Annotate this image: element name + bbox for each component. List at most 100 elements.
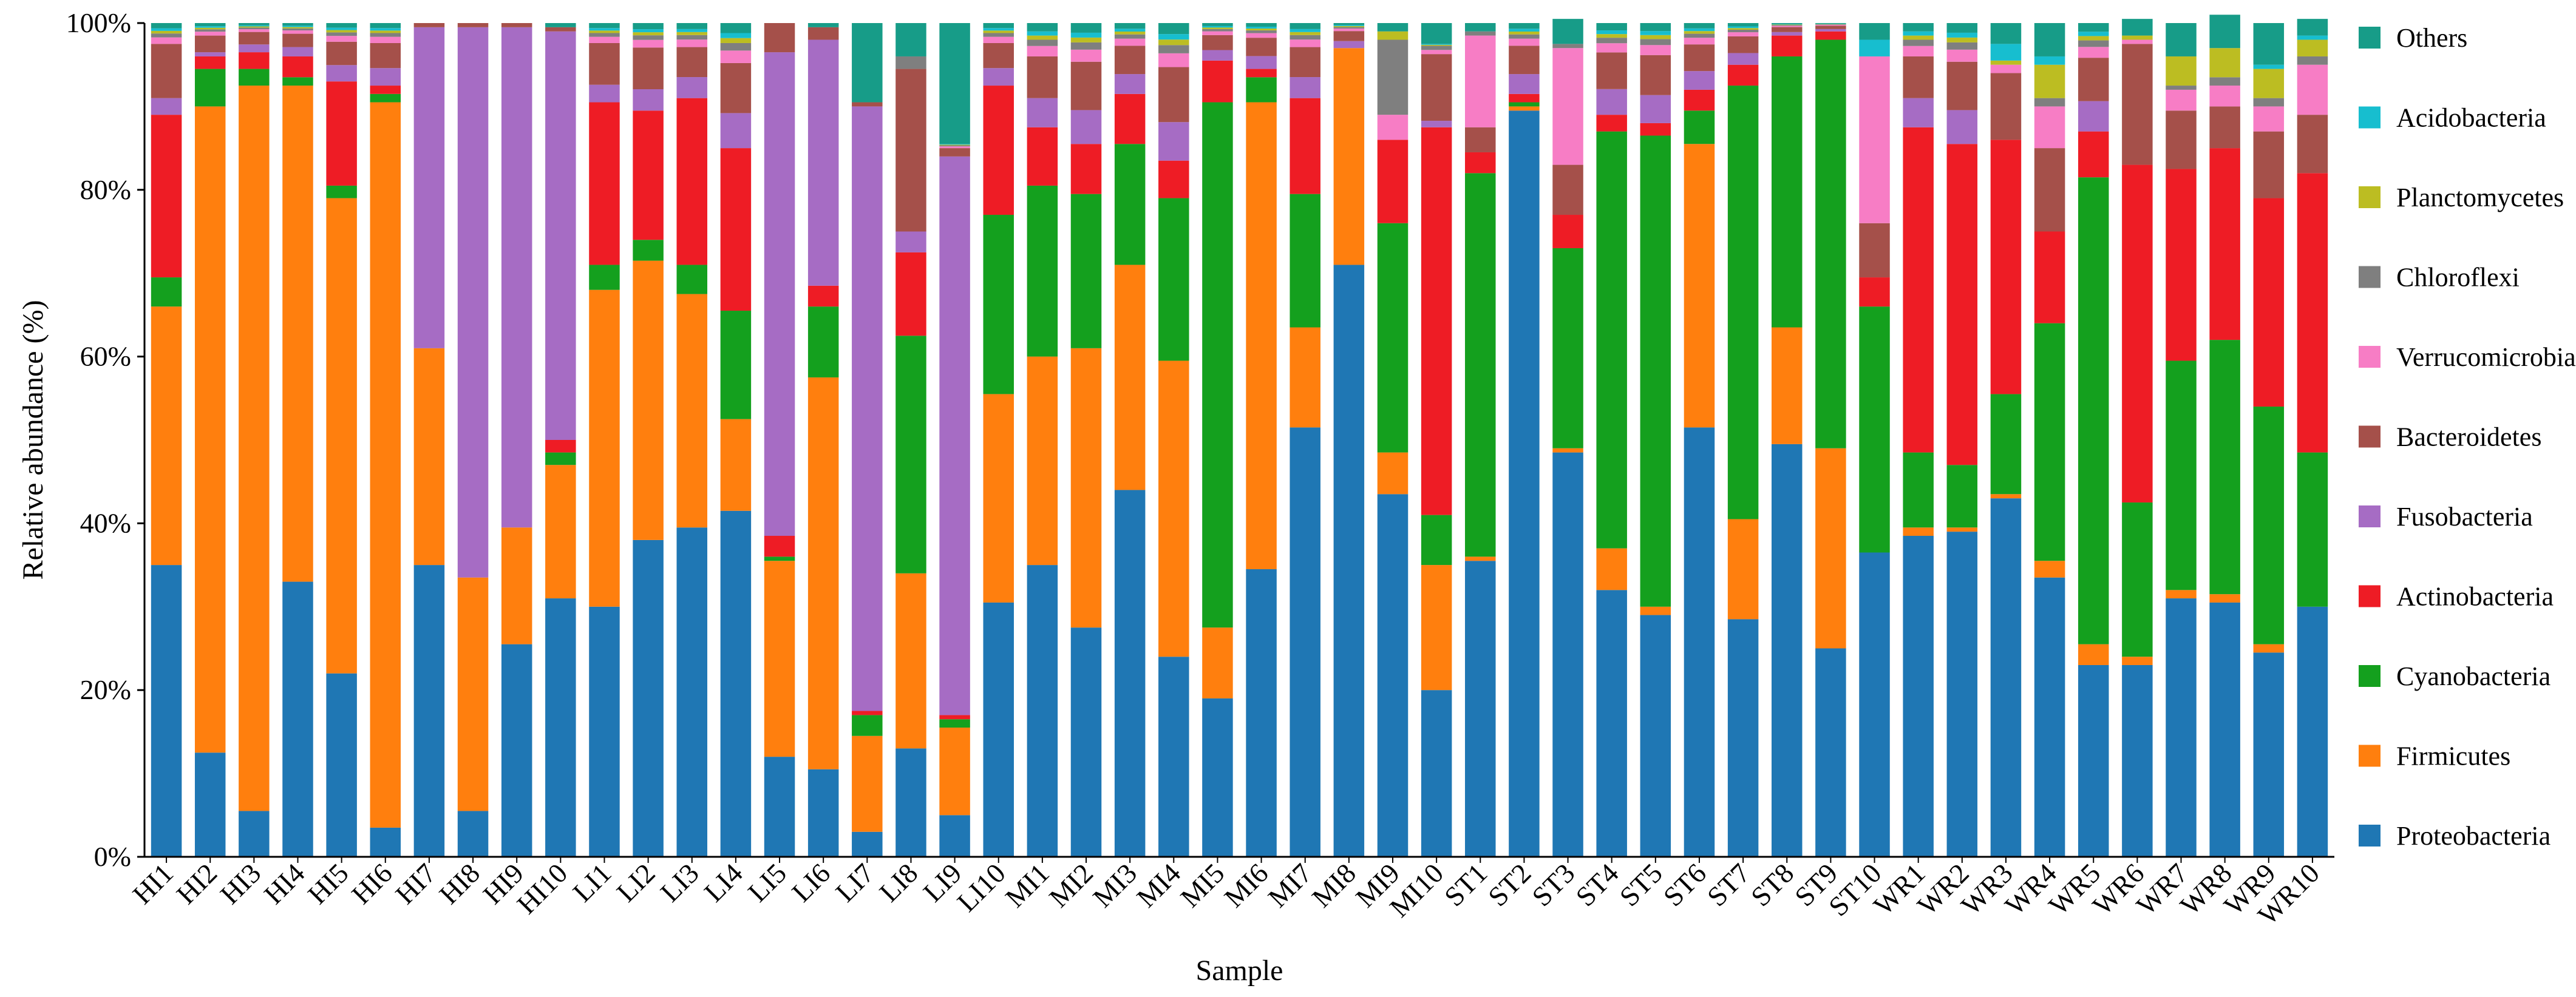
- legend-label-actinobacteria: Actinobacteria: [2396, 582, 2554, 612]
- bar-segment-MI9-planctomycetes: [1377, 31, 1409, 40]
- bar-segment-ST3-bacteroidetes: [1552, 164, 1583, 215]
- bar-segment-HI4-acidobacteria: [282, 25, 313, 27]
- bar-segment-WR1-chloroflexi: [1903, 39, 1934, 46]
- bar-segment-HI3-firmicutes: [239, 86, 270, 811]
- bar-segment-LI9-others: [939, 23, 970, 144]
- bar-segment-WR5-acidobacteria: [2078, 32, 2109, 36]
- bar-segment-HI3-actinobacteria: [239, 52, 270, 69]
- bar-segment-MI2-actinobacteria: [1070, 144, 1102, 194]
- y-tick-label: 100%: [66, 7, 131, 38]
- bar-segment-MI4-proteobacteria: [1158, 657, 1189, 857]
- x-tick-label: LI8: [873, 857, 923, 908]
- bar-segment-ST7-bacteroidetes: [1727, 36, 1759, 53]
- bar-segment-LI4-firmicutes: [720, 419, 752, 511]
- bar-segment-HI2-proteobacteria: [194, 752, 226, 857]
- bar-segment-ST1-firmicutes: [1465, 556, 1496, 561]
- bar-segment-LI10-proteobacteria: [983, 602, 1014, 857]
- bar-segment-MI5-verrucomicrobia: [1202, 31, 1233, 35]
- bar-segment-HI4-bacteroidetes: [282, 33, 313, 47]
- bar-segment-MI5-planctomycetes: [1202, 27, 1233, 29]
- x-tick-label: HI2: [171, 857, 223, 910]
- bar-segment-HI6-bacteroidetes: [370, 42, 401, 69]
- legend-swatch-actinobacteria: [2359, 585, 2381, 607]
- bar-segment-MI7-bacteroidetes: [1290, 47, 1320, 78]
- x-tick-label: LI1: [567, 857, 617, 908]
- bar-segment-WR5-bacteroidetes: [2078, 58, 2109, 101]
- bar-segment-ST5-verrucomicrobia: [1640, 45, 1671, 55]
- x-tick-label: HI1: [126, 857, 179, 910]
- x-tick-label: MI7: [1262, 857, 1318, 913]
- bar-segment-LI1-chloroflexi: [589, 33, 620, 37]
- x-tick-label: HI3: [214, 857, 267, 910]
- bar-segment-WR8-bacteroidetes: [2209, 106, 2240, 149]
- bar-segment-ST9-cyanobacteria: [1815, 39, 1846, 448]
- x-tick-label: ST1: [1438, 857, 1493, 912]
- bar-segment-MI8-chloroflexi: [1333, 27, 1365, 29]
- bar-segment-HI9-fusobacteria: [501, 27, 532, 528]
- bar-segment-WR4-others: [2034, 23, 2065, 56]
- bar-segment-LI4-fusobacteria: [720, 113, 752, 149]
- bar-segment-WR10-verrucomicrobia: [2297, 64, 2328, 115]
- bar-segment-WR5-proteobacteria: [2078, 664, 2109, 857]
- bar-segment-WR8-cyanobacteria: [2209, 340, 2240, 595]
- bar-segment-WR9-acidobacteria: [2253, 64, 2285, 69]
- bar-segment-MI1-others: [1027, 23, 1058, 32]
- bar-segment-ST10-proteobacteria: [1859, 552, 1890, 857]
- legend-swatch-planctomycetes: [2359, 186, 2381, 208]
- bar-segment-HI2-fusobacteria: [194, 52, 226, 56]
- bar-segment-MI1-cyanobacteria: [1027, 185, 1058, 357]
- legend-swatch-verrucomicrobia: [2359, 346, 2381, 368]
- bar-segment-LI8-bacteroidetes: [895, 69, 926, 232]
- bar-segment-ST6-planctomycetes: [1684, 31, 1715, 34]
- bar-segment-ST5-fusobacteria: [1640, 95, 1671, 123]
- bar-segment-MI6-chloroflexi: [1246, 30, 1277, 33]
- bar-segment-MI3-actinobacteria: [1114, 93, 1146, 144]
- bar-segment-WR10-chloroflexi: [2297, 56, 2328, 65]
- bar-segment-LI3-fusobacteria: [676, 77, 707, 98]
- bar-segment-HI5-bacteroidetes: [326, 41, 357, 66]
- bar-segment-WR1-cyanobacteria: [1903, 452, 1934, 528]
- bar-segment-HI3-fusobacteria: [239, 44, 270, 53]
- bar-segment-LI2-cyanobacteria: [633, 240, 664, 261]
- bar-segment-MI1-actinobacteria: [1027, 127, 1058, 186]
- bar-segment-WR7-cyanobacteria: [2166, 360, 2197, 590]
- bar-segment-MI9-verrucomicrobia: [1377, 115, 1409, 140]
- bar-segment-WR3-cyanobacteria: [1990, 394, 2022, 495]
- bar-segment-LI3-verrucomicrobia: [676, 39, 707, 47]
- x-axis-title: Sample: [1196, 955, 1283, 987]
- bar-segment-ST9-bacteroidetes: [1815, 25, 1846, 29]
- bar-segment-LI3-firmicutes: [676, 294, 707, 528]
- bar-segment-WR6-firmicutes: [2122, 657, 2153, 665]
- bar-segment-WR6-proteobacteria: [2122, 664, 2153, 857]
- bar-segment-MI1-fusobacteria: [1027, 98, 1058, 127]
- bar-segment-LI1-planctomycetes: [589, 30, 620, 33]
- bar-segment-WR9-firmicutes: [2253, 644, 2285, 653]
- bar-segment-LI6-firmicutes: [807, 377, 839, 769]
- bar-segment-LI3-cyanobacteria: [676, 265, 707, 294]
- bar-segment-LI10-verrucomicrobia: [983, 36, 1014, 43]
- bar-segment-HI1-planctomycetes: [151, 30, 182, 34]
- bar-segment-WR9-verrucomicrobia: [2253, 106, 2285, 132]
- bar-segment-WR5-actinobacteria: [2078, 131, 2109, 178]
- bar-segment-MI8-others: [1333, 23, 1365, 25]
- bar-segment-HI2-others: [194, 23, 226, 27]
- bar-segment-WR8-actinobacteria: [2209, 148, 2240, 340]
- bar-segment-MI6-proteobacteria: [1246, 569, 1277, 857]
- x-tick-label: LI7: [829, 857, 880, 908]
- bar-segment-WR1-firmicutes: [1903, 527, 1934, 536]
- bar-segment-HI6-firmicutes: [370, 102, 401, 828]
- bar-segment-MI7-chloroflexi: [1290, 35, 1320, 40]
- bar-segment-ST10-cyanobacteria: [1859, 306, 1890, 553]
- bar-segment-HI1-acidobacteria: [151, 28, 182, 31]
- bar-segment-ST1-actinobacteria: [1465, 152, 1496, 174]
- bar-segment-MI10-fusobacteria: [1421, 121, 1452, 127]
- bar-segment-MI8-proteobacteria: [1333, 265, 1365, 857]
- bar-segment-WR1-bacteroidetes: [1903, 56, 1934, 98]
- bar-segment-ST9-actinobacteria: [1815, 31, 1846, 40]
- bar-segment-ST5-actinobacteria: [1640, 123, 1671, 136]
- bar-segment-WR10-planctomycetes: [2297, 39, 2328, 56]
- bar-segment-ST9-chloroflexi: [1815, 24, 1846, 25]
- bar-segment-MI4-others: [1158, 23, 1189, 35]
- bar-segment-LI6-proteobacteria: [807, 769, 839, 857]
- bar-segment-WR1-actinobacteria: [1903, 127, 1934, 453]
